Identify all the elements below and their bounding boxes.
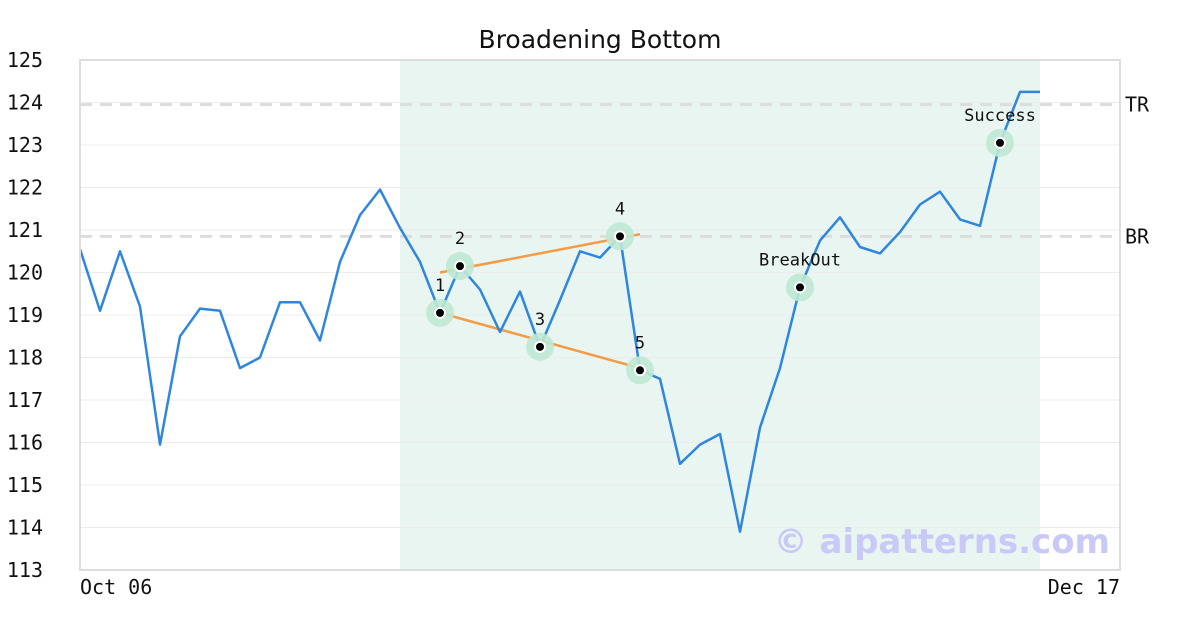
point-marker <box>534 340 546 353</box>
point-label: 4 <box>615 199 625 219</box>
point-marker <box>434 306 446 319</box>
point-marker <box>614 230 626 243</box>
chart-title: Broadening Bottom <box>479 25 722 54</box>
point-label: Success <box>964 106 1036 126</box>
x-tick-label: Oct 06 <box>80 575 152 599</box>
point-label: 5 <box>635 333 645 353</box>
point-marker <box>634 364 646 377</box>
y-tick-label: 113 <box>7 558 43 582</box>
point-label: 2 <box>455 229 465 249</box>
y-tick-label: 116 <box>7 431 43 455</box>
y-tick-label: 121 <box>7 218 43 242</box>
reference-label-br: BR <box>1125 224 1150 248</box>
reference-label-tr: TR <box>1125 93 1150 117</box>
y-tick-label: 114 <box>7 516 43 540</box>
y-tick-label: 117 <box>7 388 43 412</box>
y-tick-label: 125 <box>7 48 43 72</box>
x-tick-label: Dec 17 <box>1048 575 1120 599</box>
y-tick-label: 118 <box>7 346 43 370</box>
point-label: 1 <box>435 276 445 296</box>
y-tick-label: 124 <box>7 91 43 115</box>
watermark: © aipatterns.com <box>774 522 1110 562</box>
y-tick-label: 115 <box>7 473 43 497</box>
point-marker <box>994 136 1006 149</box>
y-tick-label: 120 <box>7 261 43 285</box>
y-tick-label: 119 <box>7 303 43 327</box>
plot-frame <box>79 59 1121 571</box>
y-tick-label: 123 <box>7 133 43 157</box>
point-label: 3 <box>535 310 545 330</box>
point-label: BreakOut <box>759 250 841 270</box>
price-line <box>78 90 1040 533</box>
point-marker <box>794 281 806 294</box>
y-tick-label: 122 <box>7 176 43 200</box>
point-marker <box>454 260 466 273</box>
